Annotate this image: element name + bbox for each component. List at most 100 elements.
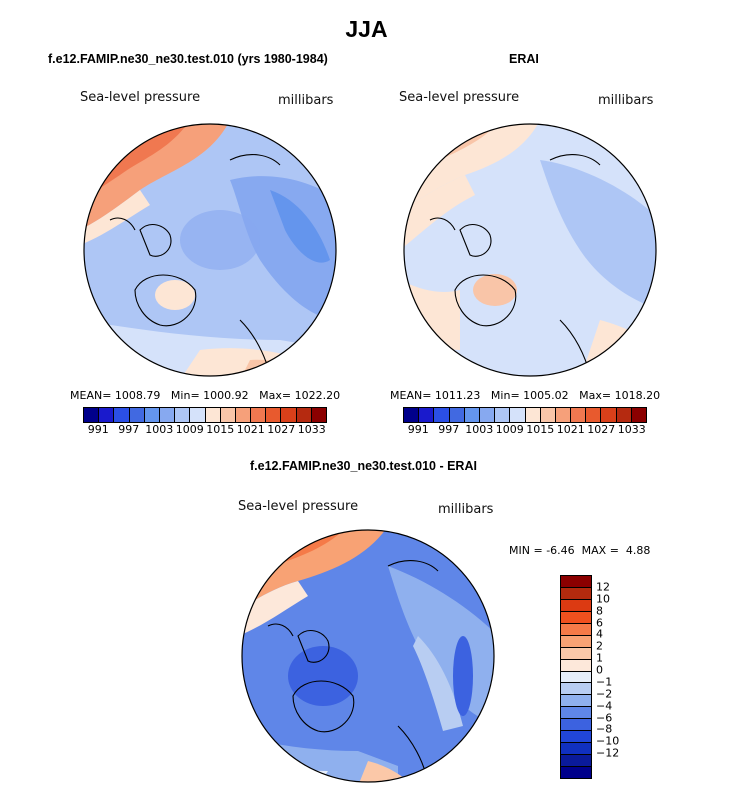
colorbar-1-swatch xyxy=(205,408,221,422)
colorbar-diff-swatch xyxy=(561,623,591,636)
panel-3-variable: Sea-level pressure xyxy=(238,499,359,514)
panel-3-max-value: 4.88 xyxy=(625,544,651,557)
panel-1-max-value: 1022.20 xyxy=(294,389,341,402)
panel-1-stats: MEAN= 1008.79 Min= 1000.92 Max= 1022.20 xyxy=(70,389,340,402)
panel-3-max-label: MAX = xyxy=(581,544,619,557)
colorbar-2-swatch xyxy=(616,408,632,422)
colorbar-2-swatch xyxy=(571,408,587,422)
colorbar-1-label: 1033 xyxy=(297,423,326,436)
colorbar-diff-swatch xyxy=(561,611,591,624)
colorbar-1-swatch xyxy=(99,408,115,422)
colorbar-1-swatch xyxy=(311,408,326,422)
panel-3-units: millibars xyxy=(438,502,494,517)
colorbar-diff-swatch xyxy=(561,683,591,696)
colorbar-diff-swatch xyxy=(561,671,591,684)
panel-2-min-value: 1005.02 xyxy=(523,389,569,402)
panel-3-stats: MIN = -6.46 MAX = 4.88 xyxy=(509,544,650,557)
panel-2-mean-value: 1011.23 xyxy=(434,389,481,402)
colorbar-1-swatch xyxy=(175,408,191,422)
colorbar-2-swatch xyxy=(404,408,420,422)
colorbar-2-swatch xyxy=(495,408,511,422)
colorbar-2: 991 997 1003 1009 1015 1021 1027 1033 xyxy=(403,407,647,437)
panel-2-variable: Sea-level pressure xyxy=(399,90,520,105)
colorbar-1-swatch xyxy=(281,408,297,422)
colorbar-diff-swatch xyxy=(561,587,591,600)
panel-3-min-value: -6.46 xyxy=(546,544,575,557)
colorbar-1-swatch xyxy=(159,408,176,422)
colorbar-2-swatch xyxy=(525,408,541,422)
map-panel-3 xyxy=(241,529,495,783)
colorbar-2-swatch xyxy=(479,408,496,422)
colorbar-diff-label: −10 xyxy=(596,734,620,748)
panel-1-mean-value: 1008.79 xyxy=(114,389,161,402)
colorbar-diff-swatch xyxy=(561,707,591,720)
colorbar-2-swatch xyxy=(586,408,602,422)
colorbar-diff-label: −12 xyxy=(596,746,620,760)
colorbar-2-label: 991 xyxy=(407,423,429,436)
colorbar-diff-swatch xyxy=(561,599,591,612)
colorbar-diff-label: 6 xyxy=(596,616,603,630)
panel-2-max-label: Max= xyxy=(579,389,612,402)
panel-1-max-label: Max= xyxy=(259,389,292,402)
map-panel-1 xyxy=(83,123,337,377)
colorbar-diff-label: 12 xyxy=(596,580,610,594)
colorbar-diff-swatch xyxy=(561,695,591,708)
panel-2-units: millibars xyxy=(598,93,654,108)
colorbar-1-label: 991 xyxy=(87,423,109,436)
colorbar-2-label: 1027 xyxy=(587,423,616,436)
colorbar-1: 991 997 1003 1009 1015 1021 1027 1033 xyxy=(83,407,327,437)
colorbar-2-swatch xyxy=(434,408,450,422)
colorbar-diff-label: −1 xyxy=(596,675,613,689)
colorbar-2-swatch xyxy=(419,408,435,422)
colorbar-1-swatch xyxy=(266,408,282,422)
main-title: JJA xyxy=(345,16,388,42)
colorbar-2-swatch xyxy=(555,408,572,422)
colorbar-1-label: 1021 xyxy=(236,423,265,436)
colorbar-diff-label: 1 xyxy=(596,651,603,665)
panel-1-units: millibars xyxy=(278,93,334,108)
colorbar-diff-label: −6 xyxy=(596,711,613,725)
colorbar-diff-label: 0 xyxy=(596,663,603,677)
colorbar-diff-labels: 12 10 8 6 4 2 1 0 −1 −2 −4 −6 −8 −10 −12 xyxy=(596,575,636,777)
colorbar-2-label: 1003 xyxy=(465,423,494,436)
colorbar-1-swatch xyxy=(220,408,236,422)
colorbar-1-swatch xyxy=(235,408,252,422)
colorbar-2-swatch xyxy=(464,408,480,422)
colorbar-diff-swatch xyxy=(561,635,591,648)
colorbar-1-swatch xyxy=(251,408,267,422)
colorbar-diff-swatch xyxy=(561,576,591,588)
panel-2-min-label: Min= xyxy=(490,389,520,402)
panel-2-mean-label: MEAN= xyxy=(390,389,432,402)
colorbar-1-swatch xyxy=(144,408,160,422)
colorbar-diff-swatch xyxy=(561,719,591,732)
colorbar-1-label: 1015 xyxy=(206,423,235,436)
colorbar-diff-label: −8 xyxy=(596,722,613,736)
colorbar-2-swatch xyxy=(540,408,556,422)
colorbar-2-label: 1033 xyxy=(617,423,646,436)
panel-3-title: f.e12.FAMIP.ne30_ne30.test.010 - ERAI xyxy=(250,459,477,473)
colorbar-2-swatch xyxy=(631,408,646,422)
colorbar-1-swatch xyxy=(114,408,130,422)
colorbar-diff xyxy=(560,575,592,779)
colorbar-diff-swatch xyxy=(561,647,591,660)
colorbar-2-swatch xyxy=(449,408,465,422)
panel-1-mean-label: MEAN= xyxy=(70,389,112,402)
colorbar-diff-swatch xyxy=(561,743,591,756)
colorbar-diff-swatch xyxy=(561,755,591,767)
colorbar-diff-label: 2 xyxy=(596,639,603,653)
panel-1-min-label: Min= xyxy=(170,389,200,402)
map-panel-2 xyxy=(403,123,657,377)
panel-1-variable: Sea-level pressure xyxy=(80,90,201,105)
colorbar-1-swatch xyxy=(296,408,312,422)
colorbar-diff-swatch xyxy=(561,659,591,672)
colorbar-2-swatch xyxy=(510,408,526,422)
colorbar-2-swatch xyxy=(601,408,617,422)
colorbar-diff-swatch xyxy=(561,731,591,744)
colorbar-1-swatch xyxy=(190,408,206,422)
panel-1-min-value: 1000.92 xyxy=(203,389,249,402)
panel-2-title: ERAI xyxy=(509,52,539,66)
colorbar-diff-label: 4 xyxy=(596,627,603,641)
colorbar-2-label: 997 xyxy=(438,423,460,436)
colorbar-2-label: 1009 xyxy=(495,423,524,436)
panel-3-min-label: MIN = xyxy=(509,544,543,557)
